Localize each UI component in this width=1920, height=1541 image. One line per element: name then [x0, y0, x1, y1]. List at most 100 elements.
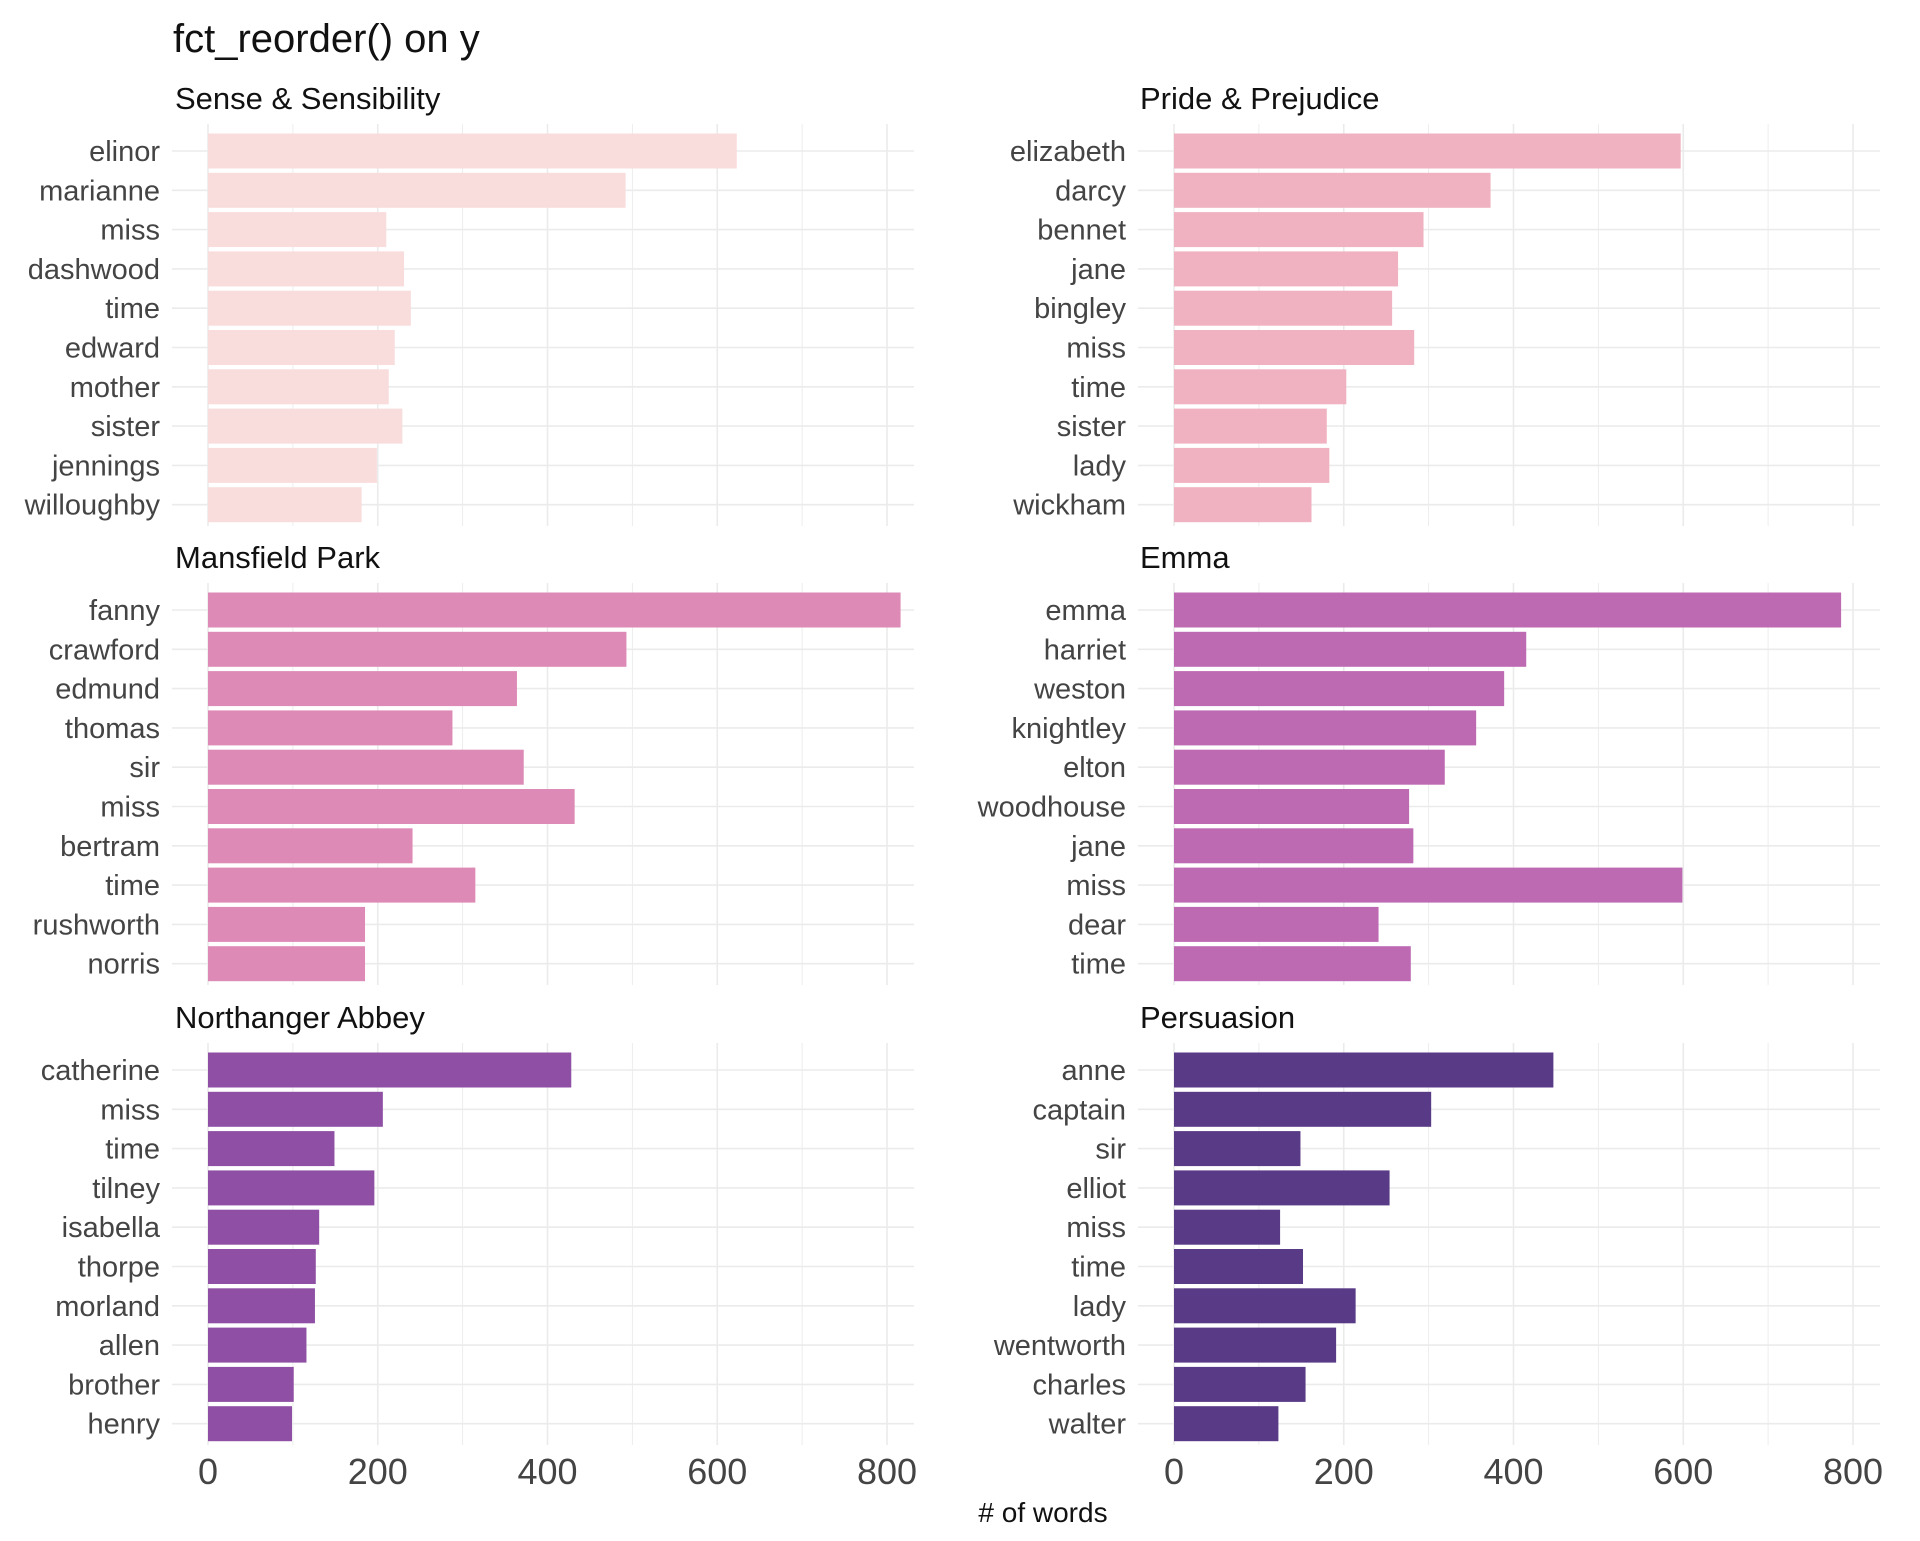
category-label: norris	[87, 949, 160, 981]
bar-mother	[208, 369, 389, 405]
category-label: catherine	[41, 1055, 160, 1087]
bar-bingley	[1174, 290, 1393, 326]
category-label: brother	[68, 1369, 160, 1401]
category-label: miss	[100, 215, 160, 247]
bar-lady	[1174, 1288, 1356, 1324]
category-label: harriet	[1044, 634, 1126, 666]
category-label: crawford	[49, 634, 160, 666]
category-label: sister	[1057, 411, 1127, 443]
category-label: morland	[55, 1291, 160, 1323]
category-label: jane	[1070, 254, 1126, 286]
category-label: lady	[1073, 1291, 1127, 1323]
bar-willoughby	[208, 487, 362, 523]
bar-harriet	[1174, 631, 1527, 667]
category-label: isabella	[62, 1212, 161, 1244]
x-tick-label: 0	[198, 1451, 218, 1492]
bar-sir	[208, 749, 524, 785]
bar-jennings	[208, 447, 377, 483]
x-tick-label: 200	[1314, 1451, 1374, 1492]
category-label: dear	[1068, 909, 1126, 941]
category-label: charles	[1033, 1369, 1127, 1401]
bar-fanny	[208, 592, 901, 628]
bar-time	[208, 1131, 335, 1167]
category-label: miss	[100, 792, 160, 824]
category-label: dashwood	[28, 254, 160, 286]
bar-marianne	[208, 172, 626, 208]
bar-edmund	[208, 671, 517, 707]
category-label: time	[105, 293, 160, 325]
bar-allen	[208, 1327, 307, 1363]
bar-crawford	[208, 631, 627, 667]
bar-jane	[1174, 828, 1414, 864]
facet-title: Pride & Prejudice	[1140, 81, 1380, 116]
bar-wentworth	[1174, 1327, 1337, 1363]
x-tick-label: 800	[857, 1451, 917, 1492]
bar-dear	[1174, 906, 1379, 942]
bar-elliot	[1174, 1170, 1390, 1206]
bar-thorpe	[208, 1249, 316, 1284]
bar-dashwood	[208, 251, 405, 287]
category-label: wickham	[1012, 490, 1126, 522]
category-label: darcy	[1055, 175, 1126, 207]
category-label: miss	[1066, 1212, 1126, 1244]
x-tick-label: 400	[1483, 1451, 1543, 1492]
x-tick-label: 600	[687, 1451, 747, 1492]
bar-captain	[1174, 1091, 1432, 1127]
facet-title: Northanger Abbey	[175, 1000, 425, 1035]
panel-persuasion: Persuasion anne captain sir elliot miss time la…	[993, 1000, 1883, 1492]
bar-miss	[208, 1091, 383, 1127]
category-label: sister	[91, 411, 161, 443]
bar-weston	[1174, 671, 1505, 707]
category-label: bertram	[60, 831, 160, 863]
x-tick-label: 200	[348, 1451, 408, 1492]
category-label: time	[105, 870, 160, 902]
facet-title: Emma	[1140, 540, 1230, 575]
bar-tilney	[208, 1170, 375, 1206]
bar-brother	[208, 1366, 294, 1402]
bar-miss	[208, 212, 387, 248]
bar-miss	[1174, 330, 1415, 365]
bar-morland	[208, 1288, 315, 1324]
bar-rushworth	[208, 906, 366, 942]
bar-darcy	[1174, 172, 1491, 208]
bar-henry	[208, 1406, 293, 1442]
category-label: elton	[1063, 752, 1126, 784]
category-label: bennet	[1037, 215, 1126, 247]
bar-time	[208, 867, 476, 903]
bar-time	[208, 290, 411, 326]
category-label: time	[1071, 949, 1126, 981]
x-tick-label: 400	[517, 1451, 577, 1492]
bar-wickham	[1174, 487, 1312, 523]
category-label: miss	[1066, 870, 1126, 902]
bar-lady	[1174, 447, 1330, 483]
bar-sir	[1174, 1131, 1301, 1167]
category-label: sir	[129, 752, 160, 784]
bar-elizabeth	[1174, 133, 1681, 169]
bar-sister	[208, 408, 403, 444]
category-label: rushworth	[33, 909, 160, 941]
bar-thomas	[208, 710, 453, 746]
x-tick-label: 800	[1823, 1451, 1883, 1492]
category-label: time	[1071, 1252, 1126, 1284]
category-label: fanny	[89, 595, 160, 627]
bar-bertram	[208, 828, 413, 864]
category-label: woodhouse	[977, 792, 1126, 824]
bar-woodhouse	[1174, 789, 1410, 824]
x-tick-label: 600	[1653, 1451, 1713, 1492]
category-label: time	[1071, 372, 1126, 404]
category-label: jennings	[51, 450, 160, 482]
category-label: bingley	[1034, 293, 1126, 325]
category-label: allen	[99, 1330, 160, 1362]
category-label: elinor	[89, 136, 160, 168]
panel-emma: Emma emma harriet weston knightley elton woodh…	[977, 540, 1880, 985]
bar-catherine	[208, 1052, 572, 1088]
category-label: thorpe	[78, 1252, 160, 1284]
panel-pride-prejudice: Pride & Prejudice elizabeth darcy bennet jan…	[1010, 81, 1880, 526]
panel-sense-sensibility: Sense & Sensibility elinor marianne miss das…	[24, 81, 914, 526]
bar-elton	[1174, 749, 1445, 785]
bar-elinor	[208, 133, 737, 169]
category-label: lady	[1073, 450, 1127, 482]
category-label: tilney	[92, 1173, 160, 1205]
